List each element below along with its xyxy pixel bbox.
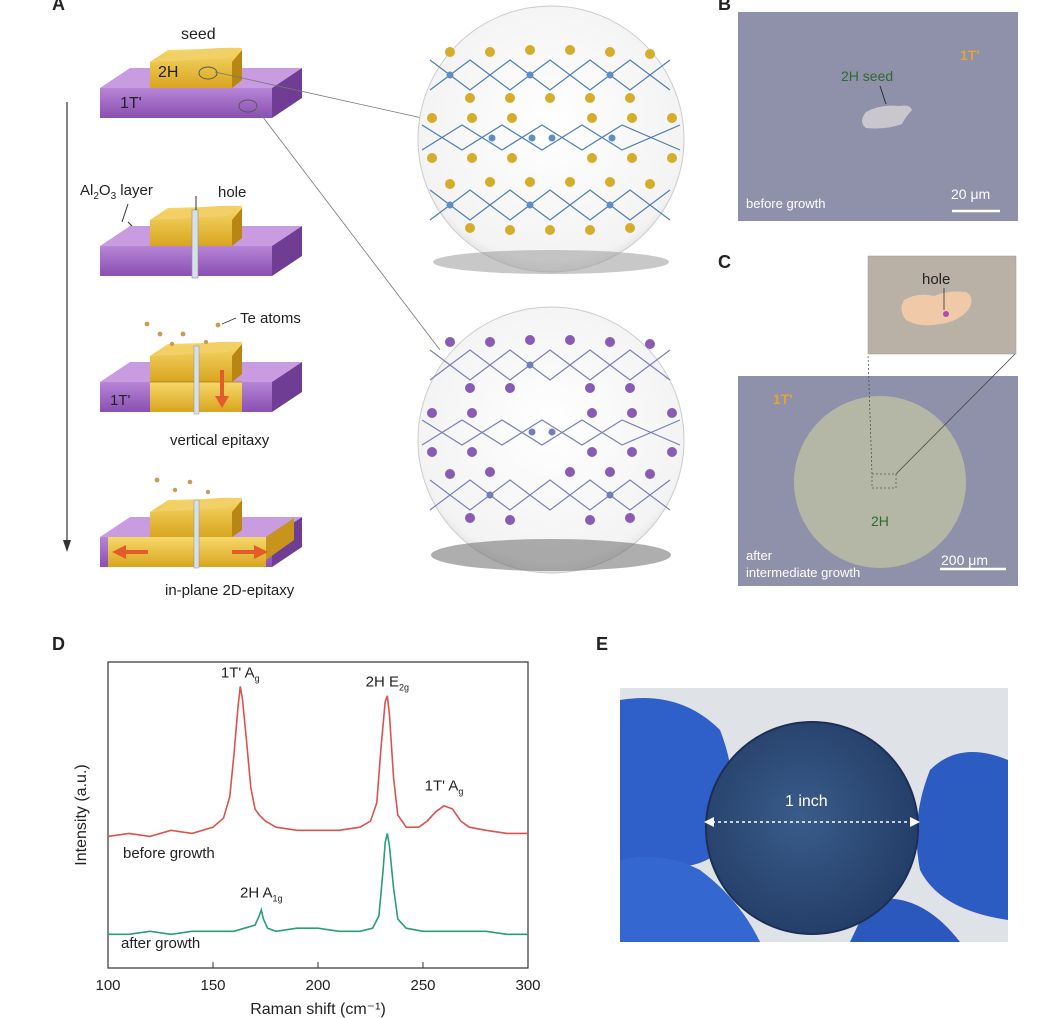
panel-e-letter: E xyxy=(596,634,609,654)
hole-label: hole xyxy=(218,184,247,201)
inplane-epitaxy-label: in-plane 2D-epitaxy xyxy=(165,582,295,599)
process-arrow-head xyxy=(63,540,71,552)
peak-annotation: 2H A1g xyxy=(240,885,283,904)
panel-b-micrograph xyxy=(738,12,1018,221)
al2o3-layer-label: Al2O3 layer xyxy=(80,182,153,202)
step4-stack xyxy=(100,477,302,569)
panel-c-letter: C xyxy=(718,252,731,272)
series-line-after-growth xyxy=(108,833,528,936)
panel-b-seed-label: 2H seed xyxy=(841,68,894,84)
step3-phase-label: 1T' xyxy=(110,392,131,409)
x-tick-label: 200 xyxy=(305,977,330,994)
panel-c-1t-label: 1T' xyxy=(773,391,793,407)
panel-e-photo xyxy=(620,688,1008,942)
panel-c-2h-label: 2H xyxy=(871,513,889,529)
seed-label: seed xyxy=(181,26,216,43)
panel-a-letter: A xyxy=(52,0,65,14)
series-line-before-growth xyxy=(107,686,528,838)
panel-c-caption: after intermediate growth xyxy=(746,548,861,580)
step2-stack xyxy=(100,196,302,279)
x-tick-label: 300 xyxy=(515,977,540,994)
sphere-2h-structure xyxy=(417,5,685,274)
peak-annotation: 1T' Ag xyxy=(425,778,464,797)
series-label-after: after growth xyxy=(121,935,200,952)
x-tick-label: 150 xyxy=(200,977,225,994)
series-label-before: before growth xyxy=(123,845,215,862)
panel-b-scale-label: 20 μm xyxy=(951,186,991,202)
panel-b-letter: B xyxy=(718,0,731,14)
panel-c-micrograph xyxy=(738,255,1018,586)
vertical-epitaxy-label: vertical epitaxy xyxy=(170,432,270,449)
x-tick-label: 100 xyxy=(95,977,120,994)
panel-c-scale-label: 200 μm xyxy=(941,552,988,568)
panel-d-letter: D xyxy=(52,634,65,654)
te-atoms-label: Te atoms xyxy=(240,310,301,327)
plot-frame xyxy=(107,661,529,969)
step3-stack xyxy=(100,317,302,415)
step1-stack xyxy=(100,47,302,118)
wafer-size-label: 1 inch xyxy=(785,793,828,810)
peak-annotation: 1T' Ag xyxy=(221,664,260,683)
panel-c-hole-label: hole xyxy=(922,271,951,288)
panel-b-caption: before growth xyxy=(746,196,826,211)
y-axis-label: Intensity (a.u.) xyxy=(73,764,90,865)
seed-phase-label: 2H xyxy=(158,64,179,81)
peak-annotation: 2H E2g xyxy=(366,673,409,692)
x-tick-label: 250 xyxy=(410,977,435,994)
substrate-phase-label: 1T' xyxy=(120,95,142,112)
sphere-1t-structure xyxy=(417,306,685,574)
panel-b-1t-label: 1T' xyxy=(960,47,980,63)
x-axis-label: Raman shift (cm⁻¹) xyxy=(250,1001,386,1018)
